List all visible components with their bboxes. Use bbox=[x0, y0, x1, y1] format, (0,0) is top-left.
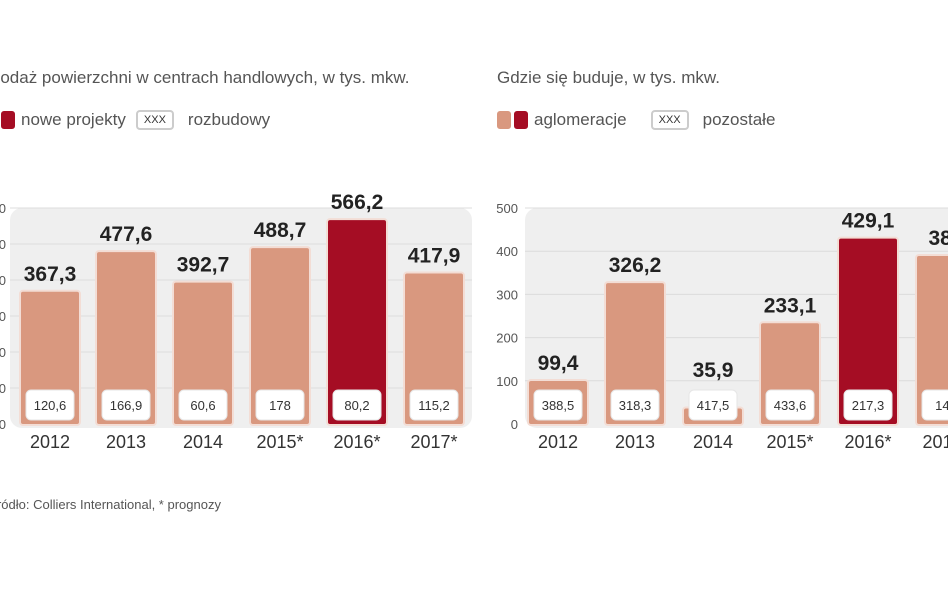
y-tick-label: 400 bbox=[0, 273, 6, 288]
extension-label: 318,3 bbox=[619, 398, 652, 413]
y-tick-label: 400 bbox=[496, 244, 518, 259]
value-label: 99,4 bbox=[538, 352, 579, 375]
y-tick-label: 100 bbox=[0, 381, 6, 396]
extension-label: 115,2 bbox=[418, 398, 450, 413]
value-label: 233,1 bbox=[764, 294, 817, 317]
y-tick-label: 200 bbox=[496, 331, 518, 346]
x-tick-label: 2013 bbox=[106, 432, 146, 452]
x-tick-label: 2017* bbox=[410, 432, 457, 452]
x-tick-label: 2012 bbox=[30, 432, 70, 452]
extension-label: 388,5 bbox=[542, 398, 575, 413]
extension-label: 166,9 bbox=[110, 398, 143, 413]
y-tick-label: 600 bbox=[0, 201, 6, 216]
x-tick-label: 2014 bbox=[183, 432, 223, 452]
value-label: 477,6 bbox=[100, 223, 153, 246]
value-label: 326,2 bbox=[609, 254, 662, 277]
bar bbox=[174, 282, 232, 424]
extension-label: 417,5 bbox=[697, 398, 730, 413]
bar bbox=[328, 220, 386, 424]
extension-label: 143 bbox=[935, 398, 948, 413]
extension-label: 80,2 bbox=[344, 398, 369, 413]
bar bbox=[606, 283, 664, 424]
y-tick-label: 500 bbox=[0, 237, 6, 252]
y-tick-label: 100 bbox=[496, 374, 518, 389]
extension-label-box bbox=[25, 389, 75, 421]
extension-label: 178 bbox=[269, 398, 291, 413]
extension-label: 120,6 bbox=[34, 398, 67, 413]
left-chart-title: Podaż powierzchni w centrach handlowych,… bbox=[0, 68, 410, 87]
x-tick-label: 2016* bbox=[333, 432, 380, 452]
extension-label-box bbox=[332, 389, 382, 421]
extension-label-box bbox=[688, 389, 738, 421]
y-tick-label: 200 bbox=[0, 345, 6, 360]
value-label: 367,3 bbox=[24, 263, 77, 286]
right-legend: aglomeracje XXX pozostałe bbox=[497, 110, 775, 130]
right-chart-title: Gdzie się buduje, w tys. mkw. bbox=[497, 68, 720, 87]
legend-marker-others: XXX bbox=[650, 110, 689, 130]
x-tick-label: 2015* bbox=[256, 432, 303, 452]
y-tick-label: 0 bbox=[511, 417, 518, 432]
legend-label-agglomerations: aglomeracje bbox=[534, 110, 627, 129]
extension-label-box bbox=[843, 389, 893, 421]
bar bbox=[97, 252, 155, 424]
extension-label-box bbox=[921, 389, 948, 421]
extension-label-box bbox=[765, 389, 815, 421]
extension-label: 217,3 bbox=[852, 398, 885, 413]
bar bbox=[405, 273, 463, 424]
x-tick-label: 2016* bbox=[844, 432, 891, 452]
x-tick-label: 2015* bbox=[766, 432, 813, 452]
value-label: 417,9 bbox=[408, 245, 461, 268]
extension-label: 433,6 bbox=[774, 398, 807, 413]
x-tick-label: 2017* bbox=[922, 432, 948, 452]
value-label: 566,2 bbox=[331, 191, 384, 214]
value-label: 488,7 bbox=[254, 219, 307, 242]
y-tick-label: 300 bbox=[0, 309, 6, 324]
value-label: 35,9 bbox=[693, 359, 734, 382]
extension-label-box bbox=[178, 389, 228, 421]
extension-label-box bbox=[409, 389, 459, 421]
extension-label: 60,6 bbox=[190, 398, 215, 413]
value-label: 392,7 bbox=[177, 254, 230, 277]
legend-marker-extensions: XXX bbox=[135, 110, 174, 130]
value-label: 389 bbox=[928, 227, 948, 250]
y-tick-label: 300 bbox=[496, 287, 518, 302]
extension-label-box bbox=[101, 389, 151, 421]
bar bbox=[251, 248, 309, 424]
extension-label-box bbox=[255, 389, 305, 421]
x-tick-label: 2013 bbox=[615, 432, 655, 452]
legend-label-extensions: rozbudowy bbox=[187, 110, 271, 129]
legend-label-new-projects: nowe projekty bbox=[21, 110, 126, 129]
x-tick-label: 2014 bbox=[693, 432, 733, 452]
left-legend: nowe projekty XXX rozbudowy bbox=[1, 110, 270, 130]
legend-label-others: pozostałe bbox=[702, 110, 776, 129]
extension-label-box bbox=[533, 389, 583, 421]
legend-swatch-new-projects bbox=[1, 111, 15, 129]
bar bbox=[917, 255, 948, 424]
y-tick-label: 0 bbox=[0, 417, 6, 432]
x-tick-label: 2012 bbox=[538, 432, 578, 452]
legend-swatch-agglomerations bbox=[497, 111, 528, 129]
source-note: Źródło: Colliers International, * progno… bbox=[0, 497, 221, 512]
extension-label-box bbox=[610, 389, 660, 421]
value-label: 429,1 bbox=[842, 210, 895, 233]
y-tick-label: 500 bbox=[496, 201, 518, 216]
bar bbox=[839, 238, 897, 424]
